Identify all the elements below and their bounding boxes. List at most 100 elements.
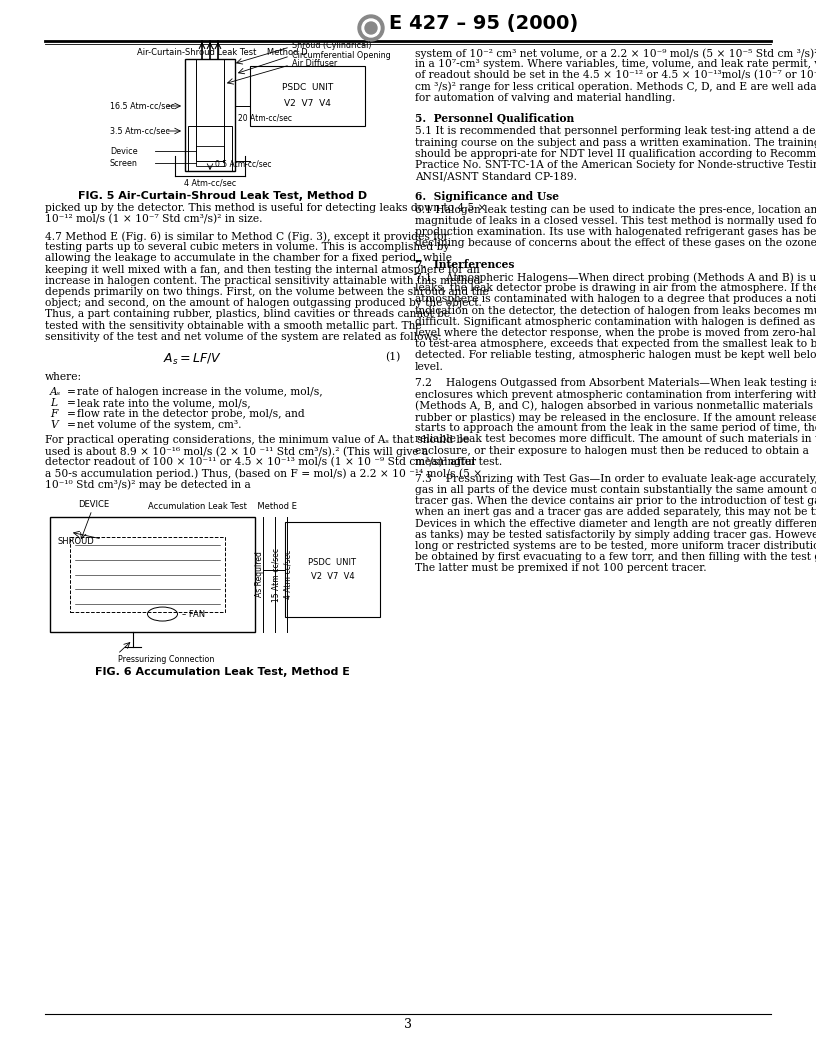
Text: 6.1 Halogen leak testing can be used to indicate the pres­ence, location and: 6.1 Halogen leak testing can be used to … xyxy=(415,205,816,214)
Text: tracer gas. When the device contains air prior to the introduction of test gas, : tracer gas. When the device contains air… xyxy=(415,496,816,506)
Text: Device: Device xyxy=(110,147,138,155)
Text: 5.  Personnel Qualification: 5. Personnel Qualification xyxy=(415,113,574,125)
Text: 7.  Interferences: 7. Interferences xyxy=(415,259,514,269)
Circle shape xyxy=(358,15,384,41)
Text: net volume of the system, cm³.: net volume of the system, cm³. xyxy=(77,420,242,430)
Text: picked up by the detector. This method is useful for detecting leaks down to 4.5: picked up by the detector. This method i… xyxy=(45,203,486,213)
Text: object; and second, on the amount of halogen outgassing produced by the object.: object; and second, on the amount of hal… xyxy=(45,298,482,308)
Text: Practice No. SNT-TC-1A of the American Society for Nonde­structive Testing, or: Practice No. SNT-TC-1A of the American S… xyxy=(415,161,816,170)
Text: starts to approach the amount from the leak in the same period of time, then a: starts to approach the amount from the l… xyxy=(415,423,816,433)
Bar xyxy=(250,65,365,126)
Text: to test-area atmosphere, exceeds that expected from the smallest leak to be: to test-area atmosphere, exceeds that ex… xyxy=(415,339,816,350)
Text: atmosphere is contaminated with halogen to a degree that produces a notice­able: atmosphere is contaminated with halogen … xyxy=(415,295,816,304)
Text: a 50-s accumulation period.) Thus, (based on F = mol/s) a 2.2 × 10 ⁻¹⁴ mol/s (5 : a 50-s accumulation period.) Thus, (base… xyxy=(45,469,482,479)
Text: Aₛ: Aₛ xyxy=(50,386,61,397)
Text: detector readout of 100 × 10⁻¹¹ or 4.5 × 10⁻¹³ mol/s (1 × 10 ⁻⁹ Std cm³/s)² afte: detector readout of 100 × 10⁻¹¹ or 4.5 ×… xyxy=(45,457,476,468)
Text: level where the detector response, when the probe is moved from zero-halogen air: level where the detector response, when … xyxy=(415,328,816,338)
Text: leaks, the leak detector probe is drawing in air from the atmosphere. If the: leaks, the leak detector probe is drawin… xyxy=(415,283,816,294)
Text: PSDC  UNIT: PSDC UNIT xyxy=(282,83,333,93)
Text: sensitivity of the test and net volume of the system are related as follows:: sensitivity of the test and net volume o… xyxy=(45,332,441,342)
Text: Accumulation Leak Test    Method E: Accumulation Leak Test Method E xyxy=(148,502,297,511)
Text: V: V xyxy=(50,420,58,430)
Text: leak rate into the volume, mol/s,: leak rate into the volume, mol/s, xyxy=(77,398,251,408)
Text: keeping it well mixed with a fan, and then testing the internal atmosphere for a: keeping it well mixed with a fan, and th… xyxy=(45,265,480,275)
Text: As Required: As Required xyxy=(255,551,264,598)
Text: FIG. 5 Air-Curtain-Shroud Leak Test, Method D: FIG. 5 Air-Curtain-Shroud Leak Test, Met… xyxy=(78,191,367,201)
Text: Air Diffuser: Air Diffuser xyxy=(292,59,337,69)
Circle shape xyxy=(365,22,377,34)
Text: declining because of concerns about the effect of these gases on the ozone layer: declining because of concerns about the … xyxy=(415,239,816,248)
Bar xyxy=(70,538,225,612)
Bar xyxy=(50,517,255,633)
Text: enclosure, or their exposure to halogen must then be reduced to obtain a: enclosure, or their exposure to halogen … xyxy=(415,446,809,455)
Text: meaningful test.: meaningful test. xyxy=(415,457,503,467)
Text: 0.5 Atm-cc/sec: 0.5 Atm-cc/sec xyxy=(215,159,272,169)
Text: detected. For reliable testing, atmospheric halogen must be kept well below this: detected. For reliable testing, atmosphe… xyxy=(415,351,816,360)
Text: The latter must be premixed if not 100 percent tracer.: The latter must be premixed if not 100 p… xyxy=(415,563,707,573)
Text: V2  V7  V4: V2 V7 V4 xyxy=(311,572,354,581)
Text: allowing the leakage to accumulate in the chamber for a fixed period, while: allowing the leakage to accumulate in th… xyxy=(45,253,452,263)
Text: 7.3  Pressurizing with Test Gas—In order to evaluate leak­age accurately, the te: 7.3 Pressurizing with Test Gas—In order … xyxy=(415,473,816,484)
Text: ANSI/ASNT Standard CP-189.: ANSI/ASNT Standard CP-189. xyxy=(415,171,577,182)
Text: 16.5 Atm-cc/sec: 16.5 Atm-cc/sec xyxy=(110,101,175,111)
Text: Thus, a part containing rubber, plastics, blind cavities or threads cannot be: Thus, a part containing rubber, plastics… xyxy=(45,309,450,319)
Text: should be appropri­ate for NDT level II qualification according to Recommended: should be appropri­ate for NDT level II … xyxy=(415,149,816,158)
Text: difficult. Significant atmospheric contamination with halogen is defined as the: difficult. Significant atmospheric conta… xyxy=(415,317,816,326)
Text: V2  V7  V4: V2 V7 V4 xyxy=(284,98,331,108)
Text: increase in halogen content. The practical sensitivity attainable with this meth: increase in halogen content. The practic… xyxy=(45,276,481,286)
Text: 10⁻¹² mol/s (1 × 10⁻⁷ Std cm³/s)² in size.: 10⁻¹² mol/s (1 × 10⁻⁷ Std cm³/s)² in siz… xyxy=(45,214,263,225)
Text: FIG. 6 Accumulation Leak Test, Method E: FIG. 6 Accumulation Leak Test, Method E xyxy=(95,667,350,677)
Text: as tanks) may be tested satisfactorily by simply adding tracer gas. However, whe: as tanks) may be tested satisfactorily b… xyxy=(415,530,816,541)
Text: SHROUD: SHROUD xyxy=(58,538,95,546)
Text: (Methods A, B, and C), halogen absorbed in various nonmetallic materials (such a: (Methods A, B, and C), halogen absorbed … xyxy=(415,401,816,412)
Text: 4 Atm-cc/sec: 4 Atm-cc/sec xyxy=(283,550,292,599)
Text: =: = xyxy=(67,420,76,430)
Text: testing parts up to several cubic meters in volume. This is accomplished by: testing parts up to several cubic meters… xyxy=(45,242,450,252)
Text: magnitude of leaks in a closed vessel. This test method is normally used for: magnitude of leaks in a closed vessel. T… xyxy=(415,216,816,226)
Text: Shroud (Cylindrical): Shroud (Cylindrical) xyxy=(292,41,371,51)
Text: =: = xyxy=(67,386,76,397)
Text: L: L xyxy=(50,398,57,408)
Text: DEVICE: DEVICE xyxy=(78,501,109,509)
Text: for automation of valving and material handling.: for automation of valving and material h… xyxy=(415,93,676,102)
Text: 15 Atm-cc/sec: 15 Atm-cc/sec xyxy=(272,548,281,602)
Circle shape xyxy=(362,19,380,37)
Bar xyxy=(196,59,224,161)
Text: flow rate in the detector probe, mol/s, and: flow rate in the detector probe, mol/s, … xyxy=(77,409,304,419)
Text: 7.2  Halogens Outgassed from Absorbent Materials—When leak testing is done in: 7.2 Halogens Outgassed from Absorbent Ma… xyxy=(415,378,816,389)
Text: 3: 3 xyxy=(404,1018,412,1031)
Text: when an inert gas and a tracer gas are added separately, this may not be true.: when an inert gas and a tracer gas are a… xyxy=(415,507,816,517)
Text: Devices in which the effective diameter and length are not greatly different (su: Devices in which the effective diameter … xyxy=(415,518,816,529)
Text: enclosures which prevent atmospheric contamination from interfering with the tes: enclosures which prevent atmospheric con… xyxy=(415,390,816,399)
Text: 5.1 It is recommended that personnel performing leak test­ing attend a dedicated: 5.1 It is recommended that personnel per… xyxy=(415,127,816,136)
Text: Screen: Screen xyxy=(110,158,138,168)
Text: production examination. Its use with halogenated refrigerant gases has been: production examination. Its use with hal… xyxy=(415,227,816,238)
Text: 4.7 Method E (Fig. 6) is similar to Method C (Fig. 3), except it provides for: 4.7 Method E (Fig. 6) is similar to Meth… xyxy=(45,231,449,242)
Text: PSDC  UNIT: PSDC UNIT xyxy=(308,558,357,567)
Text: For practical operating considerations, the minimum value of Aₛ that should be: For practical operating considerations, … xyxy=(45,435,469,445)
Bar xyxy=(196,146,224,166)
Text: used is about 8.9 × 10⁻¹⁶ mol/s (2 × 10 ⁻¹¹ Std cm³/s).² (This will give a: used is about 8.9 × 10⁻¹⁶ mol/s (2 × 10 … xyxy=(45,446,428,456)
Text: indication on the detector, the detection of halogen from leaks becomes much mor: indication on the detector, the detectio… xyxy=(415,305,816,316)
Text: cm ³/s)² range for less critical operation. Methods C, D, and E are well adapted: cm ³/s)² range for less critical operati… xyxy=(415,81,816,92)
Text: =: = xyxy=(67,409,76,419)
Text: Pressurizing Connection: Pressurizing Connection xyxy=(118,655,215,664)
Bar xyxy=(188,126,232,171)
Text: in a 10⁷-cm³ system. Where variables, time, volume, and leak rate permit, values: in a 10⁷-cm³ system. Where variables, ti… xyxy=(415,59,816,70)
Bar xyxy=(285,522,380,617)
Text: 4 Atm-cc/sec: 4 Atm-cc/sec xyxy=(184,178,236,188)
Text: (1): (1) xyxy=(385,352,401,362)
Text: depends primarily on two things. First, on the volume between the shroud and the: depends primarily on two things. First, … xyxy=(45,287,489,297)
Text: Circumferential Opening: Circumferential Opening xyxy=(292,51,391,59)
Text: Air-Curtain-Shroud Leak Test    Method D: Air-Curtain-Shroud Leak Test Method D xyxy=(137,48,308,57)
Text: training course on the subject and pass a written examination. The training cour: training course on the subject and pass … xyxy=(415,137,816,148)
Text: reliable leak test becomes more difficult. The amount of such materials in the: reliable leak test becomes more difficul… xyxy=(415,434,816,445)
Text: – FAN: – FAN xyxy=(183,609,206,619)
Text: 7.1  Atmospheric Halogens—When direct probing (Methods A and B) is used to locat: 7.1 Atmospheric Halogens—When direct pro… xyxy=(415,272,816,283)
Text: of readout should be set in the 4.5 × 10⁻¹² or 4.5 × 10⁻¹³mol/s (10⁻⁷ or 10⁻⁸ St: of readout should be set in the 4.5 × 10… xyxy=(415,71,816,80)
Text: be obtained by first evacuating to a few torr, and then filling with the test ga: be obtained by first evacuating to a few… xyxy=(415,552,816,562)
Text: level.: level. xyxy=(415,361,444,372)
Text: rubber or plastics) may be released in the enclosure. If the amount released: rubber or plastics) may be released in t… xyxy=(415,412,816,422)
Text: system of 10⁻² cm³ net volume, or a 2.2 × 10⁻⁹ mol/s (5 × 10⁻⁵ Std cm ³/s)² leak: system of 10⁻² cm³ net volume, or a 2.2 … xyxy=(415,48,816,58)
Bar xyxy=(185,59,235,171)
